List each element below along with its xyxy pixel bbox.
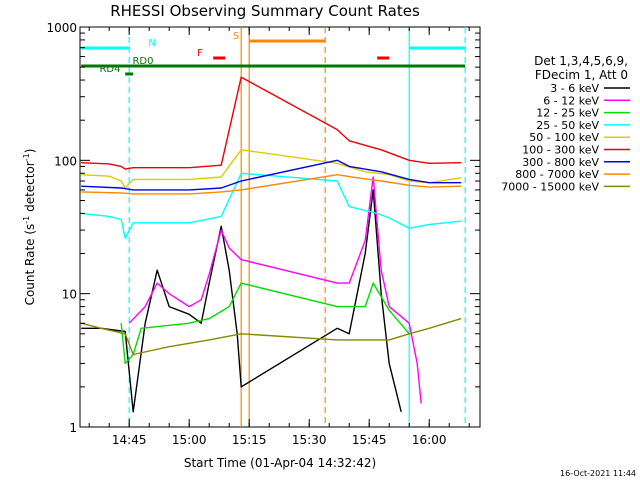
x-tick-label-0: 14:45 bbox=[112, 433, 147, 447]
y-axis-label: Count Rate (s-1 detector-1) bbox=[22, 149, 37, 306]
vertical-markers bbox=[128, 27, 466, 427]
flag-label-f: F bbox=[197, 48, 203, 59]
series-line-3 bbox=[81, 172, 462, 240]
series-line-7 bbox=[81, 173, 462, 195]
x-tick-label-2: 15:15 bbox=[232, 433, 267, 447]
flag-label-n: N bbox=[148, 38, 155, 49]
legend-header-1: FDecim 1, Att 0 bbox=[535, 68, 628, 82]
chart-title: RHESSI Observing Summary Count Rates bbox=[110, 2, 420, 20]
legend-label-0: 3 - 6 keV bbox=[550, 82, 599, 95]
flag-label-s: S bbox=[233, 31, 239, 42]
legend-label-7: 800 - 7000 keV bbox=[515, 168, 599, 181]
x-tick-label-4: 15:45 bbox=[352, 433, 387, 447]
y-tick-label-1: 10 bbox=[62, 288, 77, 302]
flag-label-rd4: RD4 bbox=[99, 64, 120, 75]
legend-label-2: 12 - 25 keV bbox=[536, 107, 599, 120]
legend: Det 1,3,4,5,6,9,FDecim 1, Att 03 - 6 keV… bbox=[501, 54, 630, 193]
series-line-6 bbox=[81, 159, 462, 191]
legend-label-8: 7000 - 15000 keV bbox=[501, 180, 599, 193]
legend-header-0: Det 1,3,4,5,6,9, bbox=[534, 54, 628, 68]
legend-label-5: 100 - 300 keV bbox=[522, 144, 599, 157]
series-lines bbox=[81, 76, 462, 413]
series-line-8 bbox=[81, 317, 462, 356]
legend-label-4: 50 - 100 keV bbox=[529, 131, 599, 144]
y-tick-label-0: 1 bbox=[69, 421, 77, 435]
y-tick-label-3: 1000 bbox=[46, 21, 77, 35]
y-tick-label-2: 100 bbox=[54, 154, 77, 168]
x-tick-label-5: 16:00 bbox=[412, 433, 447, 447]
series-line-1 bbox=[128, 176, 422, 404]
legend-label-1: 6 - 12 keV bbox=[543, 94, 599, 107]
legend-label-6: 300 - 800 keV bbox=[522, 156, 599, 169]
flag-bars: N S F RD0 RD4 bbox=[81, 31, 466, 76]
timestamp: 16-Oct-2021 11:44 bbox=[560, 469, 636, 478]
series-line-5 bbox=[81, 76, 462, 170]
axes: 14:45 15:00 15:15 15:30 15:45 16:00 1 10 100 1000 bbox=[46, 21, 480, 447]
plot-area bbox=[79, 26, 481, 428]
x-tick-label-1: 15:00 bbox=[172, 433, 207, 447]
flag-label-rd0: RD0 bbox=[132, 56, 153, 67]
series-line-4 bbox=[81, 149, 462, 189]
legend-label-3: 25 - 50 keV bbox=[536, 119, 599, 132]
x-tick-label-3: 15:30 bbox=[292, 433, 327, 447]
x-axis-label: Start Time (01-Apr-04 14:32:42) bbox=[184, 456, 376, 470]
